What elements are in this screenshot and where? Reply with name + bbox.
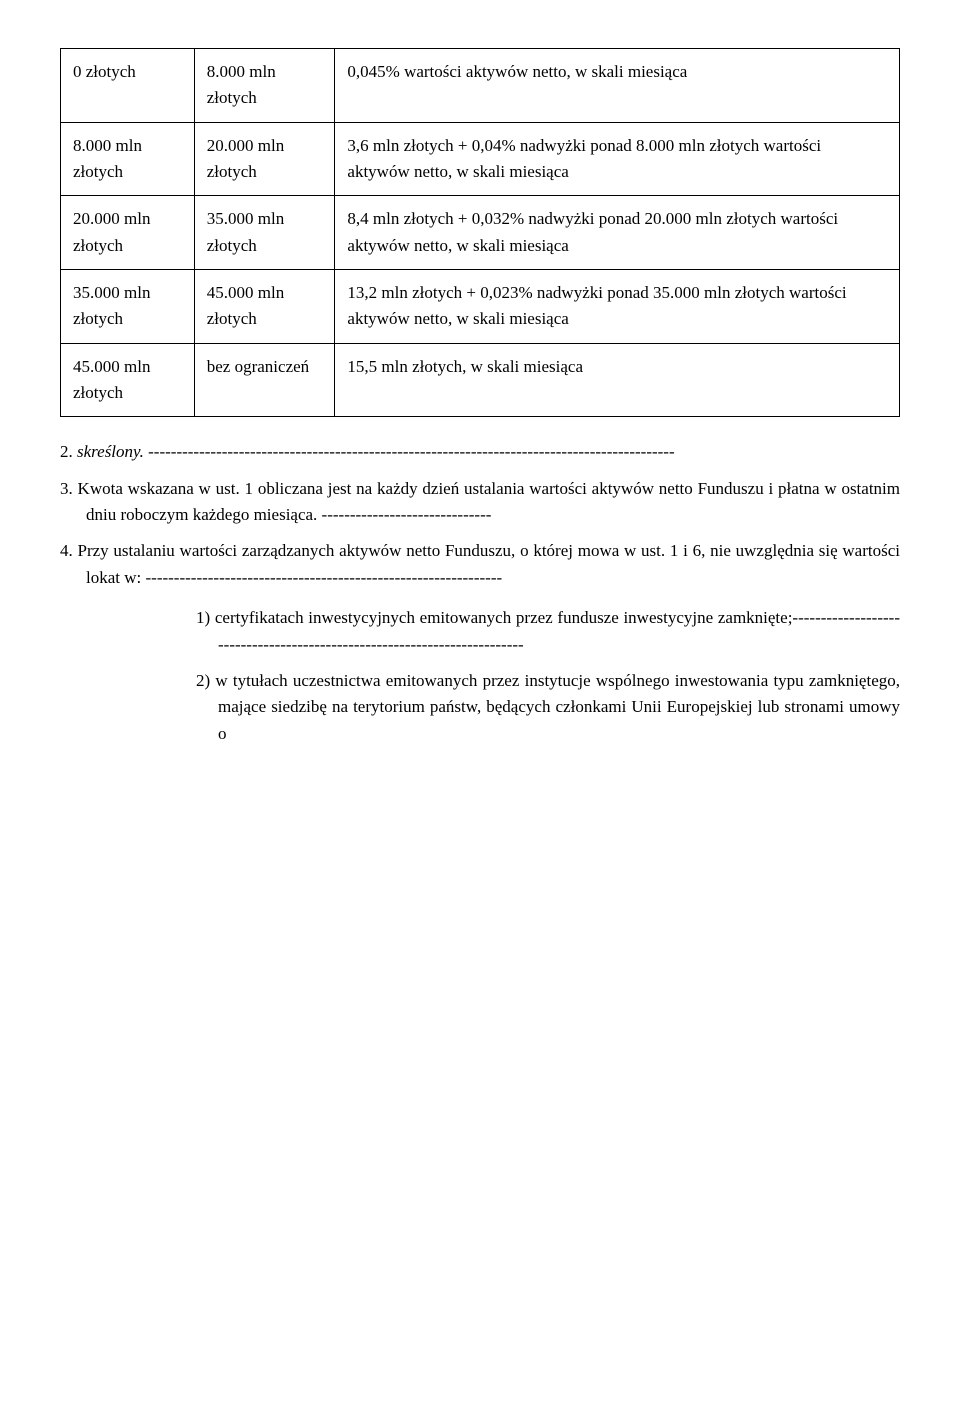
table-row: 45.000 mln złotych bez ograniczeń 15,5 m… <box>61 343 900 417</box>
item4-subitems: 1) certyfikatach inwestycyjnych emitowan… <box>86 605 900 747</box>
subitem-1: 1) certyfikatach inwestycyjnych emitowan… <box>196 605 900 658</box>
cell-c3: 0,045% wartości aktywów netto, w skali m… <box>335 49 900 123</box>
cell-c1: 20.000 mln złotych <box>61 196 195 270</box>
cell-c2: 20.000 mln złotych <box>194 122 335 196</box>
list-item-3: 3. Kwota wskazana w ust. 1 obliczana jes… <box>60 476 900 529</box>
numbered-list: 2. skreślony. --------------------------… <box>60 439 900 746</box>
cell-c2: bez ograniczeń <box>194 343 335 417</box>
cell-c1: 45.000 mln złotych <box>61 343 195 417</box>
table-row: 0 złotych 8.000 mln złotych 0,045% warto… <box>61 49 900 123</box>
list-item-4: 4. Przy ustalaniu wartości zarządzanych … <box>60 538 900 746</box>
cell-c2: 8.000 mln złotych <box>194 49 335 123</box>
table-row: 35.000 mln złotych 45.000 mln złotych 13… <box>61 270 900 344</box>
cell-c1: 35.000 mln złotych <box>61 270 195 344</box>
cell-c2: 35.000 mln złotych <box>194 196 335 270</box>
cell-c3: 15,5 mln złotych, w skali miesiąca <box>335 343 900 417</box>
cell-c3: 3,6 mln złotych + 0,04% nadwyżki ponad 8… <box>335 122 900 196</box>
list-item-2: 2. skreślony. --------------------------… <box>60 439 900 465</box>
fee-table: 0 złotych 8.000 mln złotych 0,045% warto… <box>60 48 900 417</box>
cell-c3: 13,2 mln złotych + 0,023% nadwyżki ponad… <box>335 270 900 344</box>
cell-c1: 8.000 mln złotych <box>61 122 195 196</box>
cell-c2: 45.000 mln złotych <box>194 270 335 344</box>
item2-italic: skreślony. <box>77 442 144 461</box>
table-row: 8.000 mln złotych 20.000 mln złotych 3,6… <box>61 122 900 196</box>
cell-c3: 8,4 mln złotych + 0,032% nadwyżki ponad … <box>335 196 900 270</box>
item4-main: 4. Przy ustalaniu wartości zarządzanych … <box>60 541 900 586</box>
cell-c1: 0 złotych <box>61 49 195 123</box>
subitem-2: 2) w tytułach uczestnictwa emitowanych p… <box>196 668 900 747</box>
item2-dashes: ----------------------------------------… <box>144 442 675 461</box>
item2-prefix: 2. <box>60 442 77 461</box>
table-row: 20.000 mln złotych 35.000 mln złotych 8,… <box>61 196 900 270</box>
